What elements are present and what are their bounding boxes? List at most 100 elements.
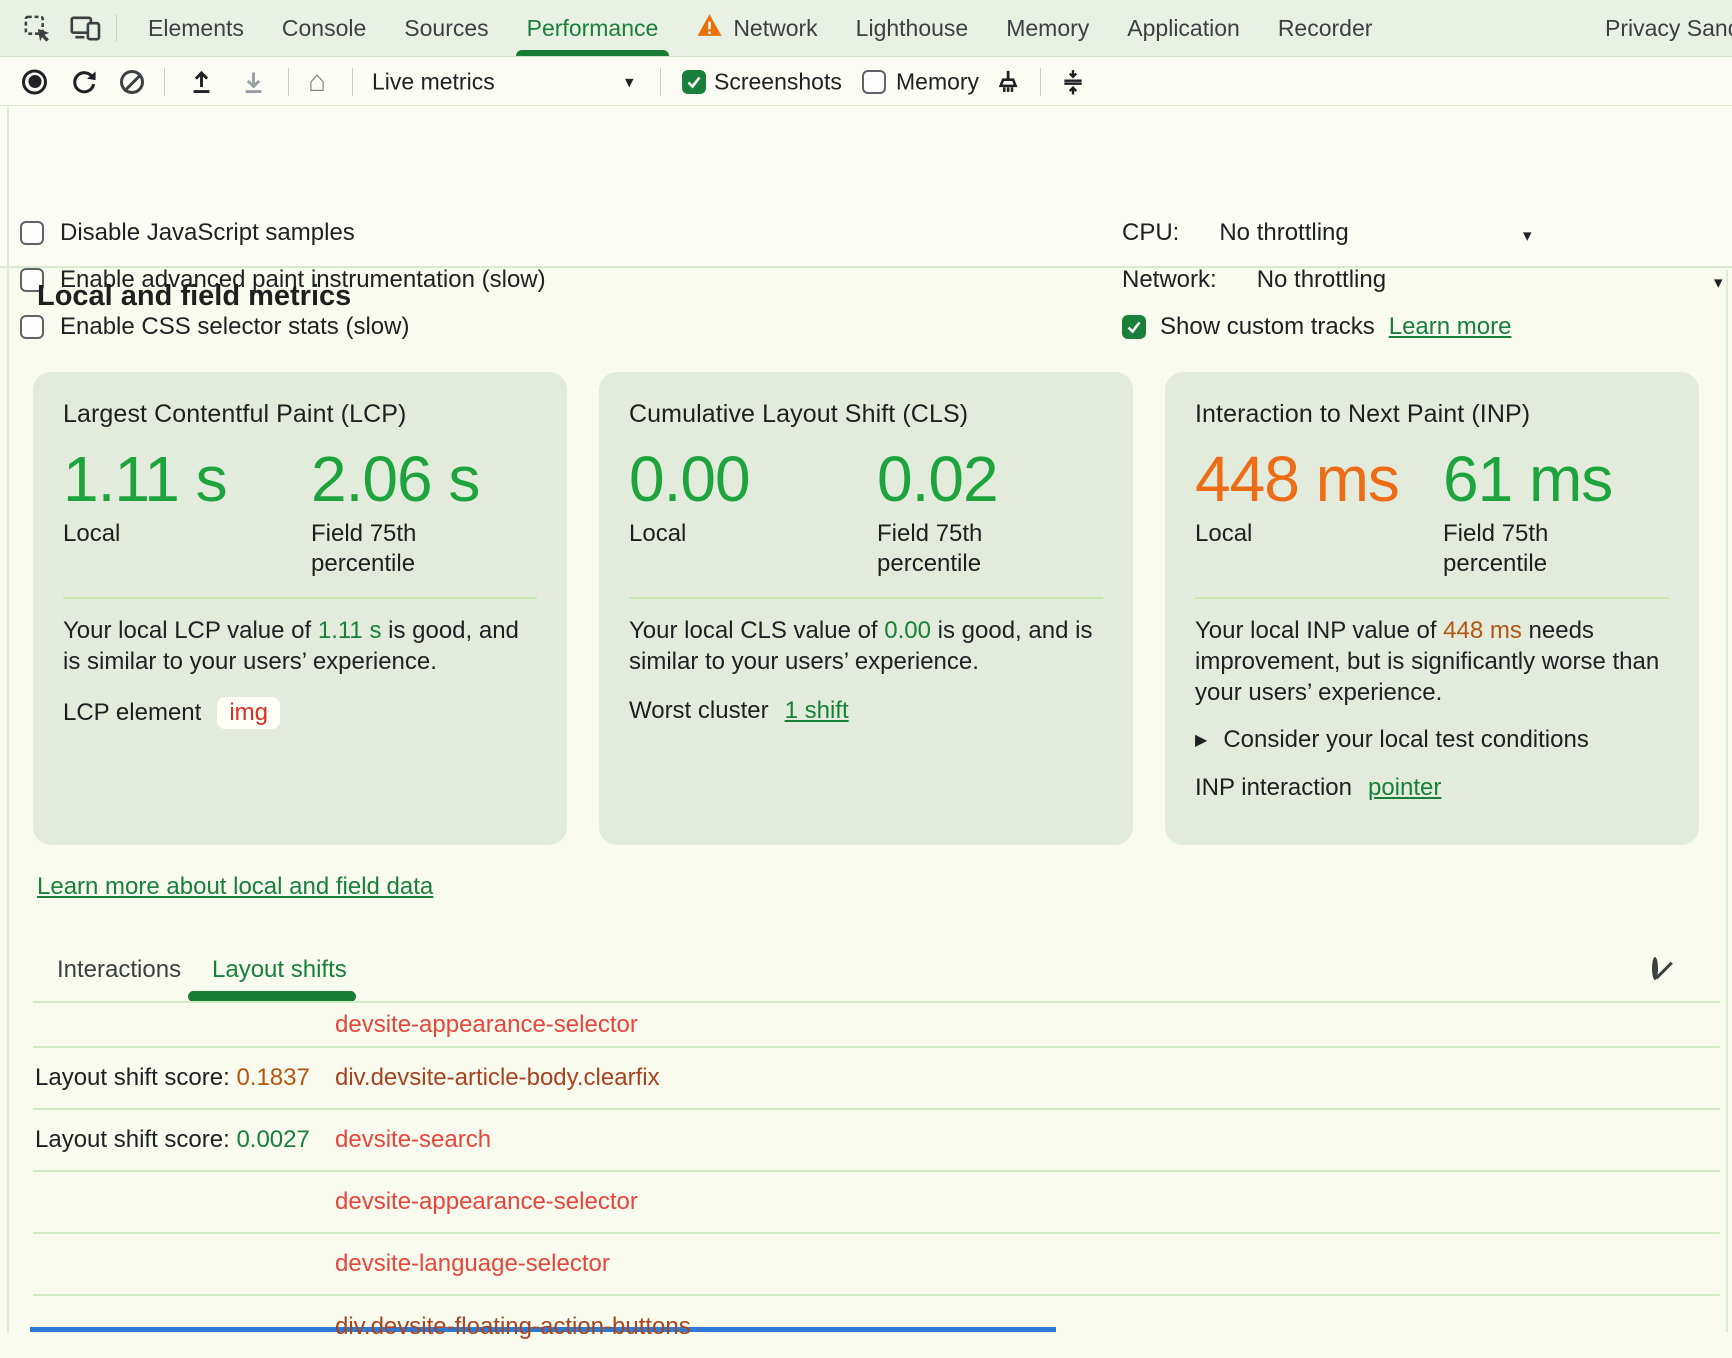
local-label: Local <box>63 519 203 549</box>
tab-label: Performance <box>527 15 659 42</box>
screenshots-label: Screenshots <box>714 68 842 95</box>
field-data-learn-more-link[interactable]: Learn more about local and field data <box>37 873 433 901</box>
clear-icon[interactable] <box>120 70 144 94</box>
pane-border <box>1726 270 1728 1332</box>
disclosure-triangle-icon: ▶ <box>1195 730 1207 750</box>
disclosure-label: Consider your local test conditions <box>1223 726 1589 754</box>
inp-interaction-link[interactable]: pointer <box>1368 774 1441 802</box>
home-icon[interactable]: ⌂ <box>308 67 326 97</box>
memory-label: Memory <box>896 68 979 95</box>
chevron-down-icon[interactable]: ▾ <box>1714 274 1723 291</box>
tab-label: Network <box>733 15 817 42</box>
record-icon[interactable] <box>22 69 47 94</box>
tab-label: Privacy Sandbox <box>1605 15 1732 42</box>
card-title: Interaction to Next Paint (INP) <box>1195 400 1669 429</box>
shift-element-link[interactable]: devsite-language-selector <box>335 1250 610 1278</box>
tab-performance[interactable]: Performance <box>508 0 678 56</box>
tab-label: Memory <box>1006 15 1089 42</box>
network-throttle-label: Network: <box>1122 266 1217 294</box>
shift-element-link[interactable]: div.devsite-article-body.clearfix <box>335 1064 660 1092</box>
tab-interactions[interactable]: Interactions <box>57 956 181 984</box>
worst-cluster-link[interactable]: 1 shift <box>785 697 849 725</box>
page-title: Local and field metrics <box>37 280 351 313</box>
log-row[interactable]: Layout shift score: 0.0027 devsite-searc… <box>33 1110 1720 1172</box>
css-selector-stats-checkbox[interactable] <box>20 315 44 339</box>
desc-text: Your local CLS value of <box>629 617 884 644</box>
download-profile-icon[interactable] <box>240 68 267 96</box>
score-label: Layout shift score: <box>35 1126 236 1153</box>
cls-description: Your local CLS value of 0.00 is good, an… <box>629 615 1103 677</box>
tab-memory[interactable]: Memory <box>987 0 1108 56</box>
desc-text: Your local LCP value of <box>63 617 318 644</box>
separator <box>164 68 165 96</box>
clear-log-icon[interactable] <box>1652 960 1658 978</box>
performance-toolbar: ⌂ Live metrics ▾ Screenshots Memory <box>0 58 1732 106</box>
inspect-element-icon[interactable] <box>20 11 54 45</box>
score-label: Layout shift score: <box>35 1064 236 1091</box>
inp-description: Your local INP value of 448 ms needs imp… <box>1195 615 1669 708</box>
tab-application[interactable]: Application <box>1108 0 1259 56</box>
pane-border <box>7 107 9 1332</box>
shift-element-link[interactable]: devsite-appearance-selector <box>335 1188 638 1216</box>
log-row[interactable]: Layout shift score: 0.1837 div.devsite-a… <box>33 1048 1720 1110</box>
view-mode-select[interactable]: Live metrics <box>372 68 495 95</box>
disable-js-samples-checkbox[interactable] <box>20 221 44 245</box>
lcp-local-value: 1.11 s <box>63 443 283 515</box>
lcp-element-node-link[interactable]: img <box>217 697 280 729</box>
cpu-throttle-select[interactable]: No throttling <box>1219 219 1348 247</box>
custom-tracks-learn-more-link[interactable]: Learn more <box>1389 313 1512 341</box>
collapse-icon[interactable] <box>1060 67 1086 97</box>
inp-local-value: 448 ms <box>1195 443 1415 515</box>
tab-lighthouse[interactable]: Lighthouse <box>837 0 988 56</box>
tab-console[interactable]: Console <box>263 0 385 56</box>
worst-cluster-label: Worst cluster <box>629 697 769 725</box>
chevron-down-icon[interactable]: ▾ <box>625 73 634 90</box>
local-label: Local <box>1195 519 1335 549</box>
log-row[interactable]: devsite-language-selector <box>33 1234 1720 1296</box>
metric-cards: Largest Contentful Paint (LCP) 1.11 s Lo… <box>33 372 1699 845</box>
divider <box>629 597 1103 599</box>
tab-label: Sources <box>404 15 488 42</box>
show-custom-tracks-label: Show custom tracks <box>1160 313 1375 341</box>
memory-checkbox[interactable] <box>862 70 886 94</box>
warning-icon <box>696 13 723 43</box>
network-throttle-select[interactable]: No throttling <box>1257 266 1386 294</box>
inp-interaction-label: INP interaction <box>1195 774 1352 802</box>
tab-network[interactable]: Network <box>677 0 836 56</box>
reload-icon[interactable] <box>70 68 98 96</box>
shift-element-link[interactable]: devsite-appearance-selector <box>335 1011 638 1039</box>
card-title: Largest Contentful Paint (LCP) <box>63 400 537 429</box>
layout-shifts-log: devsite-appearance-selector Layout shift… <box>33 1003 1720 1358</box>
tab-label: Recorder <box>1278 15 1373 42</box>
log-row[interactable]: devsite-appearance-selector <box>33 1172 1720 1234</box>
local-test-conditions-expander[interactable]: ▶ Consider your local test conditions <box>1195 726 1669 754</box>
devtools-tab-bar: Elements Console Sources Performance Net… <box>0 0 1732 57</box>
tab-label: Elements <box>148 15 244 42</box>
capture-settings: Disable JavaScript samples Enable advanc… <box>0 107 1732 268</box>
tab-sources[interactable]: Sources <box>385 0 507 56</box>
divider <box>1195 597 1669 599</box>
tab-recorder[interactable]: Recorder <box>1259 0 1392 56</box>
log-row[interactable]: devsite-appearance-selector <box>33 1003 1720 1048</box>
chevron-down-icon[interactable]: ▾ <box>1523 227 1532 244</box>
device-toolbar-icon[interactable] <box>68 11 102 45</box>
shift-element-link[interactable]: div.devsite-floating-action-buttons <box>335 1313 691 1341</box>
tab-layout-shifts[interactable]: Layout shifts <box>212 956 347 984</box>
upload-profile-icon[interactable] <box>188 68 215 96</box>
tab-elements[interactable]: Elements <box>129 0 263 56</box>
score-value: 0.1837 <box>236 1064 309 1091</box>
disable-js-samples-label: Disable JavaScript samples <box>60 219 355 247</box>
tab-privacy-sandbox[interactable]: Privacy Sandbox <box>1586 0 1732 56</box>
score-value: 0.0027 <box>236 1126 309 1153</box>
show-custom-tracks-checkbox[interactable] <box>1122 315 1146 339</box>
brush-icon[interactable] <box>994 68 1022 96</box>
field-label: Field 75th percentile <box>877 519 1017 579</box>
desc-value: 448 ms <box>1443 617 1522 644</box>
cls-local-value: 0.00 <box>629 443 849 515</box>
field-label: Field 75th percentile <box>1443 519 1583 579</box>
screenshots-checkbox[interactable] <box>682 70 706 94</box>
tab-label: Lighthouse <box>856 15 969 42</box>
tab-label: Application <box>1127 15 1240 42</box>
lcp-card: Largest Contentful Paint (LCP) 1.11 s Lo… <box>33 372 567 845</box>
shift-element-link[interactable]: devsite-search <box>335 1126 491 1154</box>
